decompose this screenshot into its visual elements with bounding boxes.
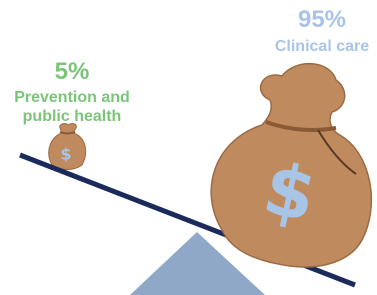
dollar-sign: $ bbox=[60, 145, 71, 164]
clinical-label: Clinical care bbox=[262, 37, 377, 56]
prevention-label: Prevention and public health bbox=[2, 88, 142, 126]
small-money-bag: $ bbox=[49, 124, 86, 170]
infographic: $ $ 5% Prevention and public health 95% … bbox=[0, 0, 377, 295]
large-money-bag: $ bbox=[211, 64, 371, 267]
clinical-percent: 95% bbox=[272, 6, 372, 35]
prevention-percent: 5% bbox=[22, 58, 122, 87]
